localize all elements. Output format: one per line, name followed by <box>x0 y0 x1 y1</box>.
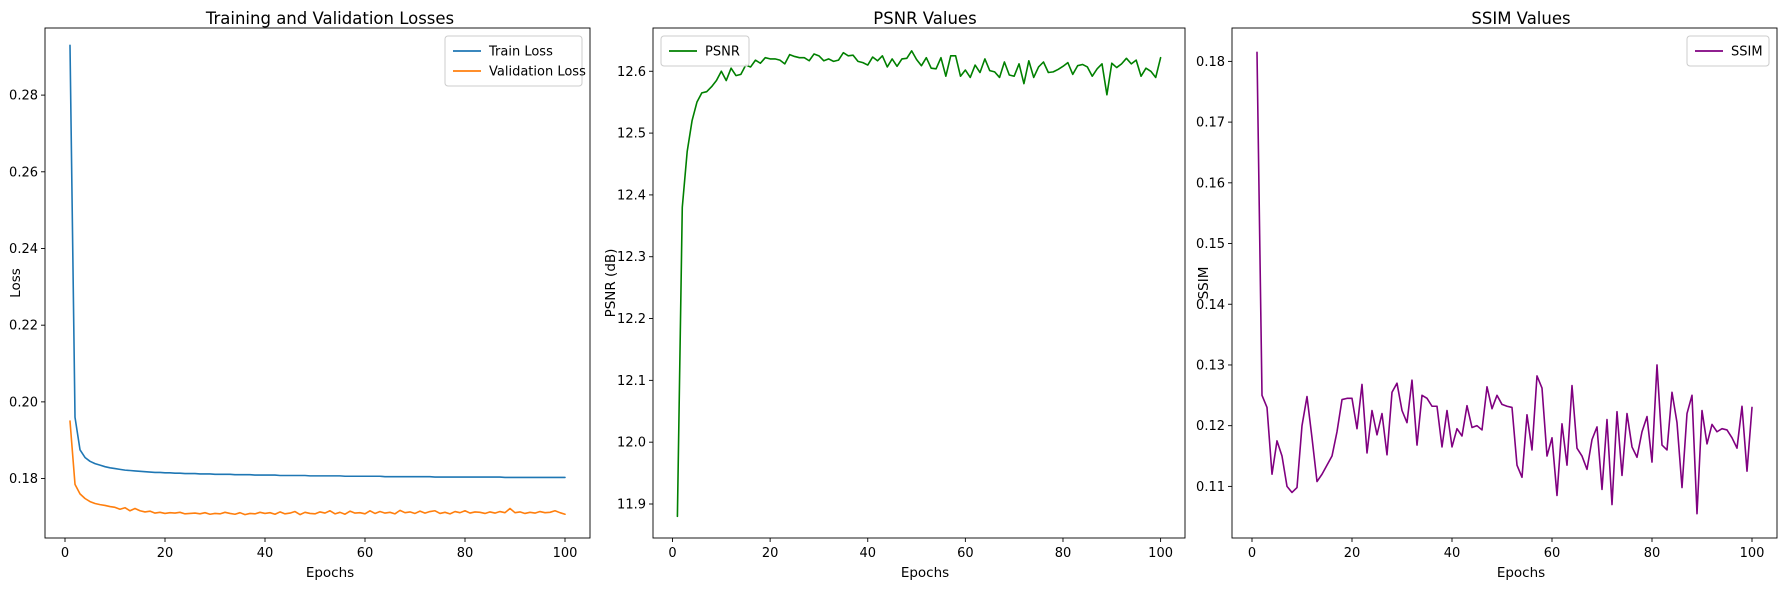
legend: PSNR <box>660 35 750 67</box>
x-tick-label: 100 <box>1740 546 1765 561</box>
series-line-validation-loss <box>69 420 566 516</box>
legend-box <box>660 35 750 67</box>
y-tick-label: 0.18 <box>9 472 38 487</box>
y-tick-label: 12.5 <box>617 127 646 142</box>
legend: Train Loss Validation Loss <box>444 35 586 87</box>
y-tick-label: 0.22 <box>9 319 38 334</box>
y-tick-label: 0.18 <box>1196 55 1225 70</box>
y-tick-label: 0.13 <box>1196 358 1225 373</box>
y-tick-label: 0.16 <box>1196 176 1225 191</box>
x-tick-label: 0 <box>61 546 69 561</box>
legend-box <box>1686 35 1770 67</box>
y-tick-label: 12.2 <box>617 312 646 327</box>
x-axis-label: Epochs <box>306 565 354 581</box>
x-tick-label: 80 <box>457 546 474 561</box>
plot-area <box>69 44 566 516</box>
y-tick-label: 12.6 <box>617 65 646 80</box>
ssim-chart: SSIM Values Epochs SSIM SSIM 0 20 40 60 80 10… <box>1196 9 1778 581</box>
x-tick-label: 60 <box>1544 546 1561 561</box>
series-line-psnr <box>676 50 1162 518</box>
y-tick-label: 0.17 <box>1196 116 1225 131</box>
series-line-ssim <box>1256 51 1753 515</box>
y-tick-label: 0.14 <box>1196 298 1225 313</box>
y-tick-label: 12.1 <box>617 374 646 389</box>
x-tick-label: 40 <box>257 546 274 561</box>
y-tick-label: 12.3 <box>617 250 646 265</box>
x-tick-label: 100 <box>553 546 578 561</box>
y-tick-label: 0.26 <box>9 165 38 180</box>
axes-frame <box>44 27 591 539</box>
x-tick-label: 80 <box>1644 546 1661 561</box>
x-tick-label: 20 <box>762 546 779 561</box>
x-tick-label: 80 <box>1055 546 1072 561</box>
loss-chart: Training and Validation Losses Epochs Lo… <box>8 9 591 581</box>
axes-frame <box>1231 27 1778 539</box>
series-line-train-loss <box>69 44 566 479</box>
x-tick-label: 0 <box>1248 546 1256 561</box>
x-tick-label: 40 <box>859 546 876 561</box>
x-axis-label: Epochs <box>901 565 949 581</box>
y-axis-label: SSIM <box>1196 267 1212 300</box>
x-tick-label: 20 <box>1344 546 1361 561</box>
y-tick-label: 0.11 <box>1196 480 1225 495</box>
legend: SSIM <box>1686 35 1770 67</box>
y-tick-label: 0.12 <box>1196 419 1225 434</box>
chart-title: SSIM Values <box>1471 9 1570 28</box>
plot-area <box>1256 51 1753 515</box>
y-tick-label: 0.24 <box>9 242 38 257</box>
x-tick-label: 60 <box>357 546 374 561</box>
y-tick-label: 0.28 <box>9 89 38 104</box>
x-tick-label: 0 <box>668 546 676 561</box>
x-tick-label: 100 <box>1148 546 1173 561</box>
chart-title: PSNR Values <box>873 9 976 28</box>
psnr-chart: PSNR Values Epochs PSNR (dB) PSNR 0 20 40 6… <box>603 9 1186 581</box>
y-tick-label: 12.0 <box>617 436 646 451</box>
x-tick-label: 60 <box>957 546 974 561</box>
y-tick-label: 0.15 <box>1196 237 1225 252</box>
chart-title: Training and Validation Losses <box>205 9 454 28</box>
legend-label: PSNR <box>705 45 740 60</box>
legend-label: SSIM <box>1731 45 1763 60</box>
y-tick-label: 11.9 <box>617 498 646 513</box>
legend-label: Train Loss <box>488 45 553 60</box>
plot-area <box>676 50 1162 518</box>
legend-label: Validation Loss <box>489 65 586 80</box>
x-axis-label: Epochs <box>1497 565 1545 581</box>
legend-box <box>444 35 583 87</box>
y-tick-label: 12.4 <box>617 188 646 203</box>
axes-frame <box>652 27 1186 539</box>
x-tick-label: 20 <box>157 546 174 561</box>
y-axis-label: PSNR (dB) <box>603 249 619 318</box>
y-tick-label: 0.20 <box>9 395 38 410</box>
x-tick-label: 40 <box>1444 546 1461 561</box>
y-axis-label: Loss <box>8 268 24 298</box>
